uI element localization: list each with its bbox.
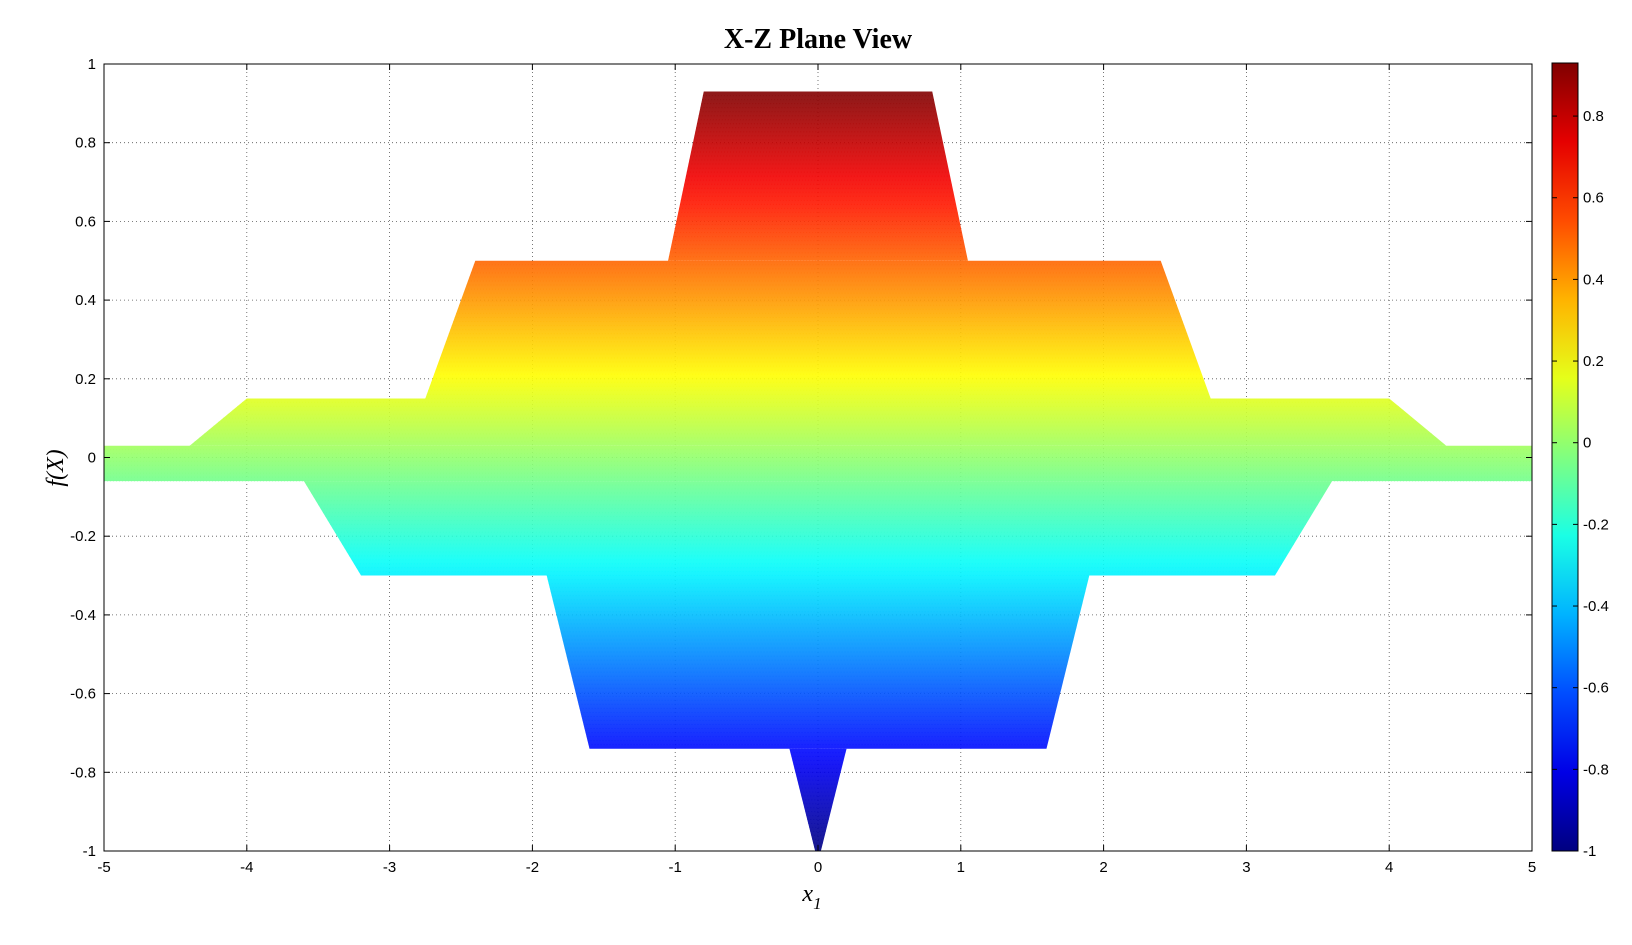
colorbar-tick-label: 0.4 xyxy=(1583,271,1604,288)
y-axis-ticks: -1 -0.8 -0.6 -0.4 -0.2 0 0.2 0.4 0.6 0.8 1 xyxy=(70,56,1532,860)
surface-layer-5 xyxy=(303,481,1333,576)
x-tick-label: 3 xyxy=(1242,859,1250,876)
surface-layer-6 xyxy=(546,575,1090,749)
x-axis-ticks: -5 -4 -3 -2 -1 0 1 2 3 4 5 xyxy=(97,64,1536,876)
y-tick-label: -0.6 xyxy=(70,686,96,703)
colorbar xyxy=(1551,62,1579,852)
y-tick-label: -0.2 xyxy=(70,528,96,545)
x-tick-label: -5 xyxy=(97,859,110,876)
x-tick-label: -1 xyxy=(669,859,682,876)
x-axis-label-subscript: 1 xyxy=(813,894,822,913)
y-tick-label: 0.8 xyxy=(75,135,96,152)
x-axis-label-main: x xyxy=(801,881,813,907)
chart-title: X-Z Plane View xyxy=(724,24,913,55)
colorbar-ticks: -1 -0.8 -0.6 -0.4 -0.2 0 0.2 0.4 0.6 0.8 xyxy=(1552,108,1609,860)
y-tick-label: 0.2 xyxy=(75,371,96,388)
surface-layer-7 xyxy=(789,748,847,851)
surface-layer-4 xyxy=(104,445,1532,482)
y-tick-label: -0.4 xyxy=(70,607,96,624)
x-tick-label: -4 xyxy=(240,859,253,876)
x-tick-label: -3 xyxy=(383,859,396,876)
x-tick-label: 5 xyxy=(1528,859,1536,876)
colorbar-tick-label: -0.4 xyxy=(1583,598,1609,615)
surface-layer-2 xyxy=(425,260,1211,399)
x-tick-label: -2 xyxy=(526,859,539,876)
x-tick-label: 2 xyxy=(1099,859,1107,876)
colorbar-tick-label: 0.2 xyxy=(1583,353,1604,370)
y-tick-label: 1 xyxy=(88,56,96,73)
x-tick-label: 4 xyxy=(1385,859,1393,876)
x-tick-label: 0 xyxy=(814,859,822,876)
data-surface xyxy=(104,91,1532,851)
y-tick-label: 0.6 xyxy=(75,213,96,230)
surface-layer-3 xyxy=(189,398,1447,446)
y-tick-label: -1 xyxy=(83,843,96,860)
x-tick-label: 1 xyxy=(957,859,965,876)
colorbar-tick-label: -0.2 xyxy=(1583,516,1609,533)
surface-layer-1 xyxy=(668,91,968,261)
colorbar-tick-label: -1 xyxy=(1583,843,1596,860)
colorbar-tick-label: -0.6 xyxy=(1583,680,1609,697)
colorbar-tick-label: 0.8 xyxy=(1583,108,1604,125)
y-tick-label: 0.4 xyxy=(75,292,96,309)
y-tick-label: -0.8 xyxy=(70,764,96,781)
x-axis-label: x1 xyxy=(801,881,821,913)
y-axis-label: f(X) xyxy=(43,449,69,486)
colorbar-tick-label: 0.6 xyxy=(1583,190,1604,207)
colorbar-tick-label: 0 xyxy=(1583,435,1591,452)
y-tick-label: 0 xyxy=(88,450,96,467)
colorbar-tick-label: -0.8 xyxy=(1583,761,1609,778)
